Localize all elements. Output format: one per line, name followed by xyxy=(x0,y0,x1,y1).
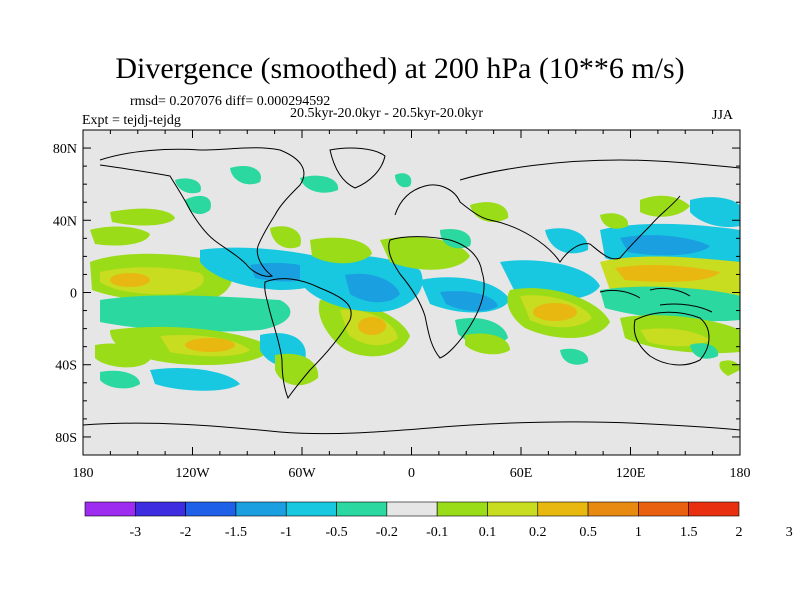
colorbar-swatch xyxy=(487,501,539,517)
lon-label: 60W xyxy=(288,466,316,481)
lat-label: 80N xyxy=(53,142,77,157)
contour-blob xyxy=(690,343,719,359)
colorbar-swatch xyxy=(185,501,237,517)
contour-blob xyxy=(440,290,498,312)
contour-blob xyxy=(90,226,150,246)
colorbar-swatch xyxy=(135,501,186,517)
contour-blob xyxy=(110,273,150,287)
contour-blob xyxy=(545,228,589,254)
coastline-europe xyxy=(394,184,491,221)
colorbar-swatch xyxy=(638,501,689,517)
colorbar-label: -3 xyxy=(129,525,141,540)
contour-blob xyxy=(440,228,471,249)
contour-blob xyxy=(185,195,211,215)
coastline-south-america xyxy=(264,278,352,400)
lon-label: 180 xyxy=(73,466,94,481)
contour-blob xyxy=(230,165,261,185)
colorbar-label: -2 xyxy=(180,525,192,540)
coastlines xyxy=(83,147,740,435)
contour-blob xyxy=(470,202,509,222)
colorbar-label: 1 xyxy=(635,525,642,540)
contour-blob xyxy=(640,195,690,217)
contour-blob xyxy=(533,303,577,321)
colorbar-swatch xyxy=(386,501,438,517)
contour-blob xyxy=(358,317,386,335)
contour-blob xyxy=(380,236,470,270)
experiment-line: Expt = tejdj-tejdg xyxy=(82,113,181,128)
colorbar-swatch xyxy=(537,501,589,517)
colorbar-label: -1.5 xyxy=(225,525,247,540)
colorbar-swatch xyxy=(436,501,488,517)
contour-blob xyxy=(310,237,372,264)
lon-label: 60E xyxy=(510,466,533,481)
colorbar-label: 3 xyxy=(786,525,793,540)
lat-label: 80S xyxy=(55,431,77,446)
divergence-field xyxy=(90,165,740,391)
contour-blob xyxy=(100,370,140,389)
contour-blob xyxy=(300,175,339,193)
map-title: Divergence (smoothed) at 200 hPa (10**6 … xyxy=(115,52,685,85)
lon-label: 120W xyxy=(175,466,210,481)
colorbar-label: 0.5 xyxy=(579,525,597,540)
colorbar-label: 1.5 xyxy=(680,525,698,540)
colorbar-label: -0.1 xyxy=(426,525,448,540)
contour-blob xyxy=(620,235,710,256)
lat-label: 0 xyxy=(70,287,77,302)
coastline-asia xyxy=(459,159,740,263)
contour-blob xyxy=(600,213,629,229)
coastline-australia xyxy=(633,311,710,366)
colorbar-swatch xyxy=(235,501,287,517)
stats-line: rmsd= 0.207076 diff= 0.000294592 xyxy=(130,94,331,109)
colorbar-label: 0.1 xyxy=(479,525,497,540)
axis-labels: 80N 40N 0 40S 80S 180 120W 60W 0 60E 120E 180 xyxy=(53,142,751,481)
lon-label: 120E xyxy=(616,466,646,481)
colorbar-swatch xyxy=(336,501,388,517)
coastline-greenland xyxy=(329,147,386,189)
colorbar: -3 -2 -1.5 -1 -0.5 -0.2 -0.1 0.1 0.2 0.5 1 1.5 2 3 xyxy=(84,501,793,540)
contour-blob xyxy=(95,343,150,368)
lon-label: 180 xyxy=(730,466,751,481)
colorbar-label: -0.2 xyxy=(376,525,398,540)
lat-label: 40S xyxy=(55,359,77,374)
contour-blob xyxy=(465,333,510,355)
contour-blob xyxy=(270,226,301,249)
contour-blob xyxy=(150,367,240,391)
contour-blob xyxy=(560,348,589,365)
time-range-line: 20.5kyr-20.0kyr - 20.5kyr-20.0kyr xyxy=(290,106,484,121)
coastline-antarctica xyxy=(83,421,740,435)
colorbar-label: 0.2 xyxy=(529,525,547,540)
coastline-africa xyxy=(388,236,485,359)
colorbar-swatch xyxy=(688,501,740,517)
contour-blob xyxy=(110,208,175,226)
map-frame xyxy=(82,129,741,456)
contour-blob xyxy=(615,265,720,282)
colorbar-swatch xyxy=(84,501,136,517)
colorbar-label: -1 xyxy=(280,525,292,540)
contour-blob xyxy=(690,197,740,228)
contour-blob xyxy=(185,338,235,352)
colorbar-label: -0.5 xyxy=(325,525,347,540)
contour-blob xyxy=(100,295,291,332)
contour-blob xyxy=(175,178,201,194)
contour-blob xyxy=(345,273,400,303)
season-label: JJA xyxy=(712,108,734,123)
lat-label: 40N xyxy=(53,214,77,229)
contour-blob xyxy=(640,328,710,347)
coastline-indonesia xyxy=(599,287,713,313)
contour-blob xyxy=(395,173,412,188)
contour-blob xyxy=(275,353,319,386)
colorbar-label: 2 xyxy=(736,525,743,540)
coastline-north-america xyxy=(99,147,305,277)
colorbar-swatch xyxy=(587,501,639,517)
colorbar-swatch xyxy=(285,501,337,517)
lon-label: 0 xyxy=(408,466,415,481)
